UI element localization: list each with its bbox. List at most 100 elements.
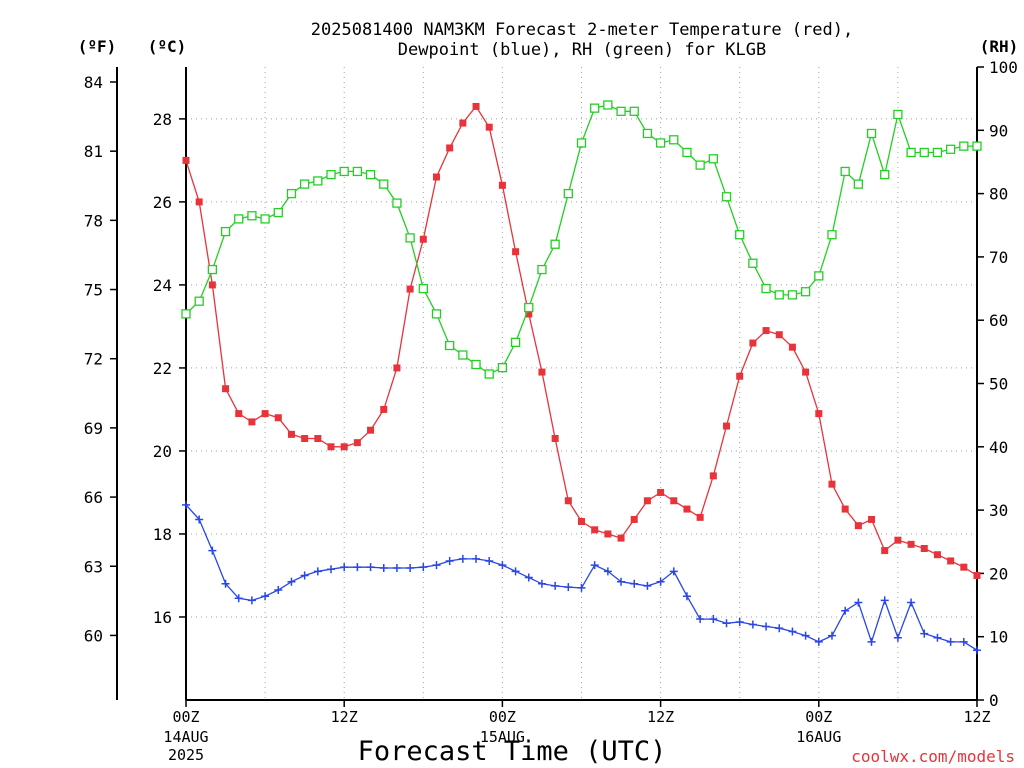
rh-point — [787, 290, 798, 300]
grid-lines — [186, 67, 977, 700]
temperature-point — [868, 515, 876, 523]
dewpoint-point — [722, 619, 731, 628]
temperature-point — [301, 434, 309, 442]
dewpoint-point — [933, 633, 942, 642]
rh-point — [484, 369, 494, 379]
tick-labels: 60 63 66 69 72 75 78 81 84 16 18 20 22 24 26 28 0 10 20 30 4… — [84, 58, 1018, 764]
tick-label-rh: 100 — [989, 58, 1018, 77]
dewpoint-point — [353, 563, 362, 572]
tick-label-rh: 60 — [989, 311, 1008, 330]
tick-label-x: 00Z — [489, 708, 516, 726]
temperature-point — [446, 144, 454, 152]
rh-point — [893, 109, 903, 120]
tick-label-x: 12Z — [331, 708, 358, 726]
tick-label-rh: 0 — [989, 691, 999, 710]
temperature-point — [802, 368, 810, 376]
chart-title-line2: Dewpoint (blue), RH (green) for KLGB — [398, 40, 766, 60]
rh-point — [669, 135, 679, 145]
dewpoint-point — [524, 573, 533, 582]
temperature-point — [182, 156, 190, 164]
tick-label-f: 81 — [84, 142, 103, 161]
dewpoint-point — [537, 579, 546, 588]
temperature-point — [933, 551, 941, 559]
temperature-point — [472, 102, 480, 110]
tick-label-f: 63 — [84, 557, 103, 576]
dewpoint-point — [208, 546, 217, 555]
temperature-point — [736, 372, 744, 380]
rh-point — [616, 106, 626, 116]
tick-label-rh: 90 — [989, 121, 1008, 140]
temperature-point — [670, 497, 678, 505]
tick-label-c: 18 — [153, 525, 172, 544]
x-axis-title: Forecast Time (UTC) — [358, 736, 667, 767]
temperature-point — [367, 426, 375, 434]
dewpoint-point — [577, 583, 586, 592]
rh-point — [827, 230, 837, 240]
temperature-point — [683, 505, 691, 513]
temperature-point — [287, 430, 295, 438]
rh-point — [537, 264, 547, 275]
chart-title-line1: 2025081400 NAM3KM Forecast 2-meter Tempe… — [311, 20, 853, 40]
dewpoint-point — [709, 615, 718, 624]
dewpoint-point — [973, 646, 981, 655]
dewpoint-point — [274, 586, 283, 595]
dewpoint-point — [907, 598, 916, 607]
dewpoint-point — [327, 565, 336, 574]
rh-point — [959, 141, 969, 151]
tick-label-date: 15AUG — [480, 728, 525, 746]
temperature-point — [353, 439, 361, 447]
dewpoint-point — [669, 567, 678, 576]
rh-point — [471, 359, 481, 370]
dewpoint-point — [920, 629, 929, 638]
tick-label-c: 26 — [153, 193, 172, 212]
temperature-point — [749, 339, 757, 347]
dewpoint-point — [801, 631, 810, 640]
tick-label-f: 69 — [84, 419, 103, 438]
dewpoint-point — [893, 633, 902, 642]
temperature-point — [235, 410, 243, 418]
rh-point — [919, 147, 929, 158]
temperature-point — [828, 480, 836, 488]
temperature-point — [841, 505, 849, 513]
rh-point — [563, 188, 573, 199]
temperature-point — [406, 285, 414, 293]
tick-label-f: 72 — [84, 350, 103, 369]
dewpoint-point — [472, 554, 481, 563]
tick-label-date: 16AUG — [796, 728, 841, 746]
temperature-point — [643, 497, 651, 505]
dewpoint-point — [300, 571, 309, 580]
rh-point — [497, 363, 508, 373]
tick-label-x: 12Z — [647, 708, 674, 726]
dewpoint-point — [551, 581, 560, 590]
rh-point — [735, 230, 745, 240]
temperature-point — [775, 331, 783, 339]
credit-link[interactable]: coolwx.com/models — [851, 747, 1015, 766]
dewpoint-point — [511, 567, 520, 576]
dewpoint-point — [643, 581, 652, 590]
rh-point — [774, 290, 784, 300]
rh-point — [405, 233, 415, 243]
rh-point — [418, 283, 428, 294]
dewpoint-point — [788, 627, 797, 636]
dewpoint-point — [221, 579, 230, 588]
rh-point — [576, 138, 587, 148]
rh-point — [629, 106, 639, 116]
dewpoint-point — [313, 567, 322, 576]
tick-label-rh: 80 — [989, 185, 1008, 204]
tick-label-rh: 20 — [989, 564, 1008, 583]
dewpoint-point — [564, 583, 573, 592]
tick-label-rh: 50 — [989, 375, 1008, 394]
rh-point — [247, 211, 257, 221]
tick-label-f: 66 — [84, 488, 103, 507]
temperature-point — [973, 571, 981, 579]
rh-point — [181, 309, 191, 319]
rh-point — [590, 103, 600, 113]
temperature-point — [617, 534, 625, 542]
temperature-point — [432, 173, 440, 181]
rh-point — [814, 271, 824, 281]
dewpoint-point — [880, 596, 889, 605]
dewpoint-point — [682, 592, 691, 601]
dewpoint-point — [617, 577, 626, 586]
dewpoint-point — [287, 577, 296, 586]
